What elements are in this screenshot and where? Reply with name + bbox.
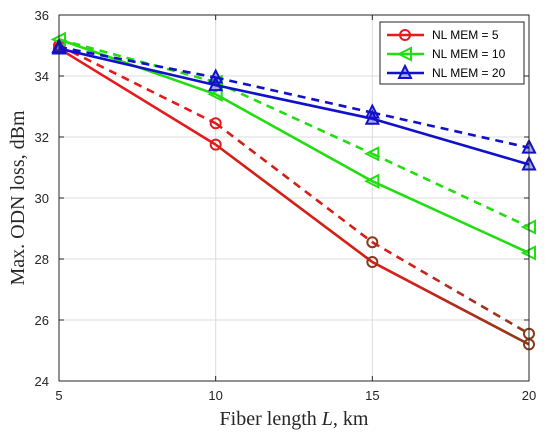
series-3-solid-segment — [58, 47, 216, 87]
data-point-triangle — [207, 86, 223, 102]
y-tick-label: 24 — [35, 374, 49, 389]
data-point-circle — [399, 29, 411, 41]
y-tick-label: 32 — [35, 130, 49, 145]
data-point-triangle — [208, 68, 224, 84]
y-tick-labels: 24 26 28 30 32 34 36 — [35, 8, 49, 389]
series-2-dashed-segment — [215, 80, 373, 155]
legend: NL MEM = 5 NL MEM = 10 NL MEM = 20 — [379, 21, 525, 85]
legend-label: NL MEM = 20 — [432, 66, 506, 80]
x-axis-label-unit: , km — [333, 408, 369, 430]
x-tick-labels: 5 10 15 20 — [55, 388, 536, 403]
y-tick-label: 36 — [35, 8, 49, 23]
data-point-triangle — [364, 146, 380, 162]
data-point-triangle — [208, 75, 224, 92]
legend-item: NL MEM = 5 — [387, 28, 499, 42]
y-tick-label: 34 — [35, 69, 49, 84]
series-3 — [51, 37, 537, 171]
y-tick-label: 30 — [35, 191, 49, 206]
plot-frame — [58, 14, 530, 382]
legend-item: NL MEM = 20 — [387, 63, 506, 80]
plot-area — [50, 31, 537, 351]
series-1-solid-segment — [214, 143, 374, 264]
x-tick-label: 15 — [365, 388, 379, 403]
x-tick-label: 10 — [208, 388, 222, 403]
series-1-dashed-segment — [214, 122, 374, 244]
x-tick-label: 20 — [522, 388, 536, 403]
series-2-solid-segment — [371, 180, 530, 255]
series-1-dashed-segment — [58, 44, 217, 125]
series-3-dashed-segment — [215, 76, 373, 114]
y-tick-label: 28 — [35, 252, 49, 267]
data-point-triangle — [364, 173, 380, 189]
x-axis-label-variable: L — [321, 408, 333, 430]
y-axis-label: Max. ODN loss, dBm — [7, 110, 29, 285]
legend-label: NL MEM = 10 — [432, 47, 506, 61]
series-1-solid-segment — [371, 260, 530, 346]
data-point-circle — [366, 256, 379, 269]
x-axis-label-main: Fiber length — [220, 408, 322, 430]
series-2-dashed-segment — [371, 152, 530, 229]
data-point-circle — [209, 117, 222, 130]
series-1-solid-segment — [58, 47, 217, 146]
series-3-solid-segment — [371, 117, 530, 166]
series-3-solid-segment — [215, 83, 373, 120]
series-1-dashed-segment — [371, 241, 530, 335]
x-tick-label: 5 — [55, 388, 62, 403]
series-3-dashed-segment — [372, 111, 530, 149]
y-tick-label: 26 — [35, 313, 49, 328]
series-1 — [53, 39, 535, 351]
data-point-circle — [209, 138, 222, 151]
data-point-circle — [366, 236, 379, 249]
series-2-solid-segment — [215, 93, 373, 183]
series-3-dashed-segment — [58, 45, 216, 79]
data-point-triangle — [396, 46, 412, 62]
legend-label: NL MEM = 5 — [432, 28, 499, 42]
data-point-triangle — [364, 103, 380, 119]
x-axis-label: Fiber length L, km — [220, 408, 369, 430]
legend-item: NL MEM = 10 — [387, 46, 506, 62]
data-point-triangle — [397, 63, 413, 79]
